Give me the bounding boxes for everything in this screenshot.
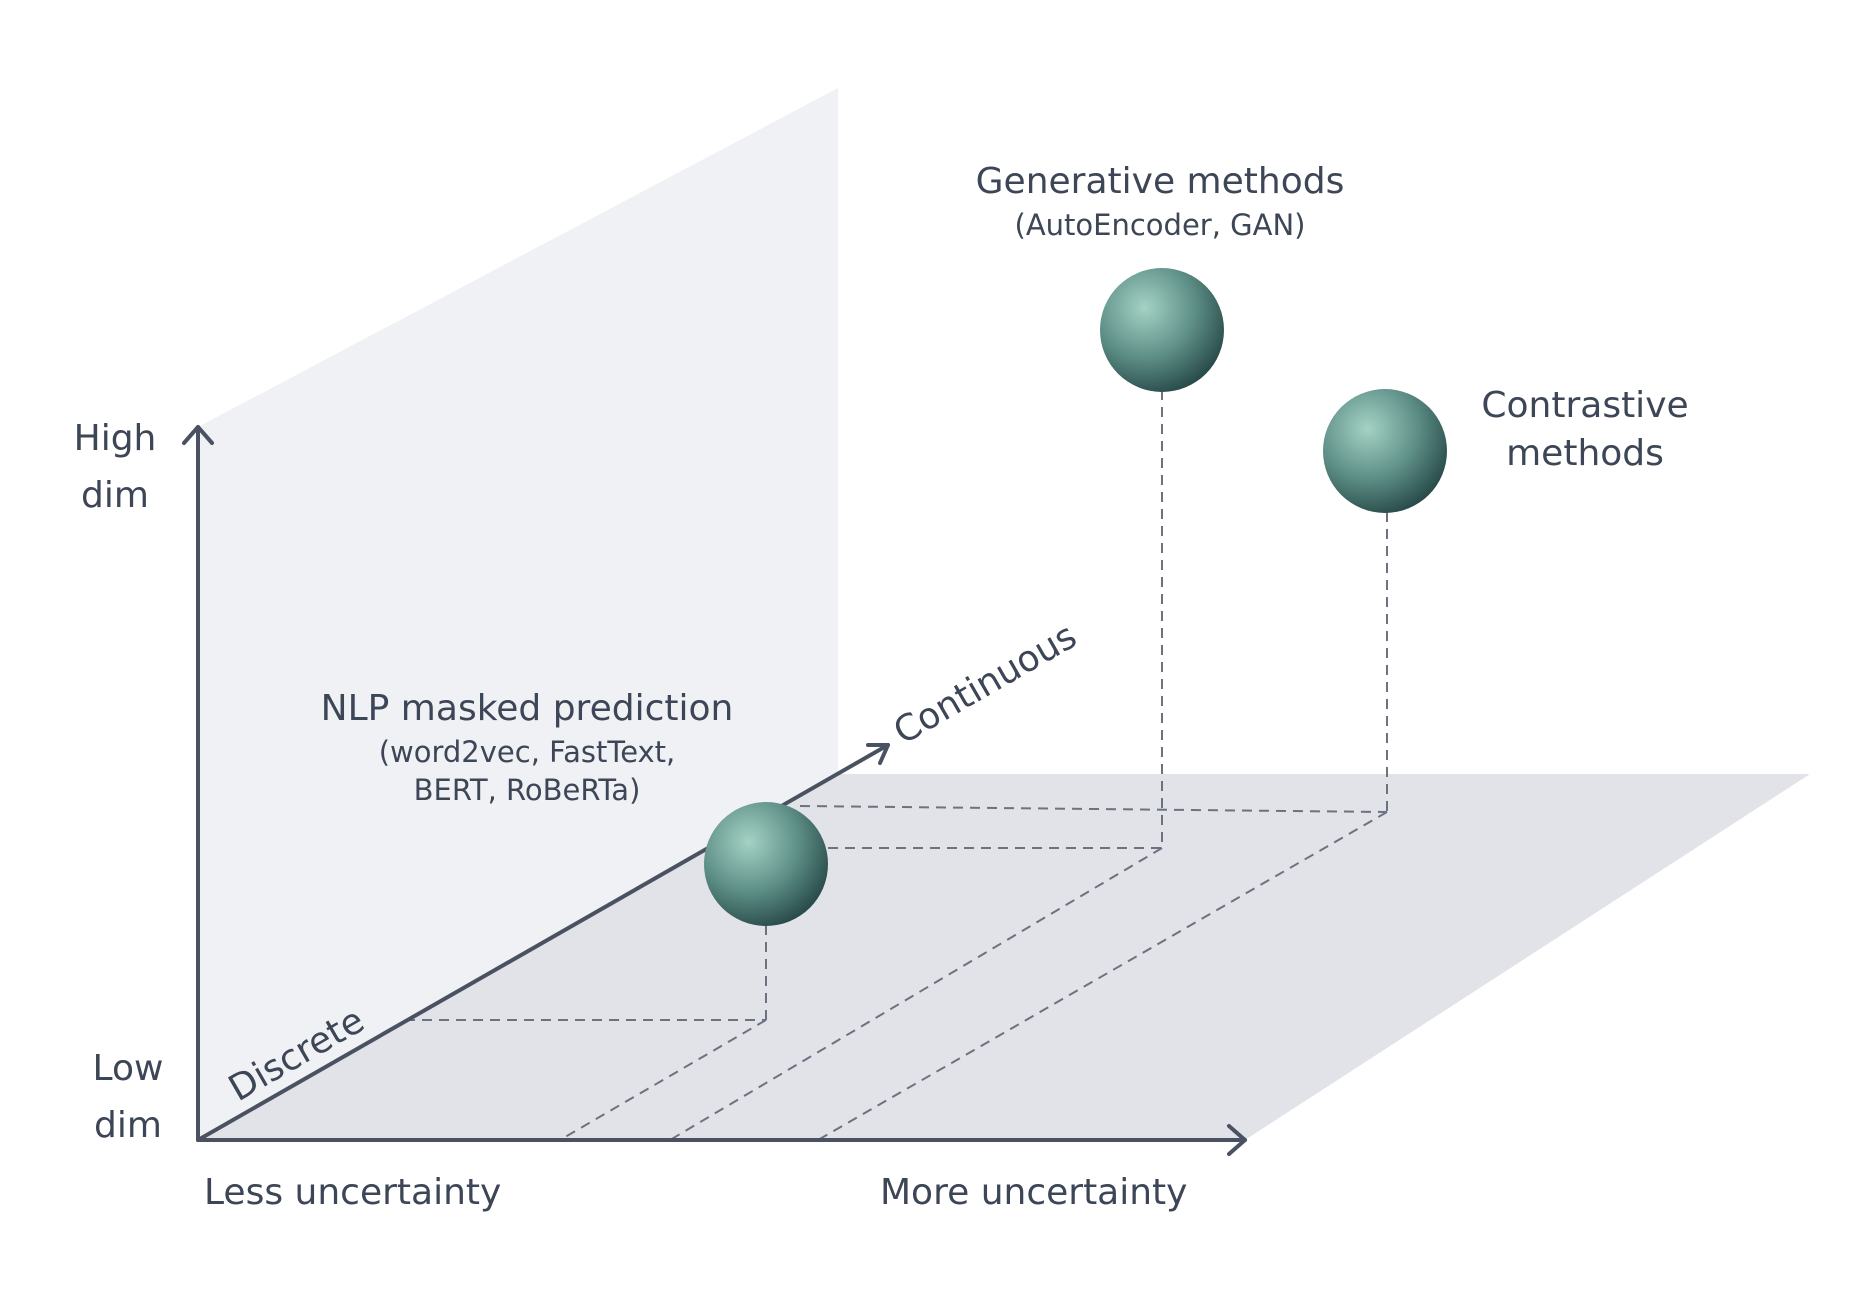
low-dim-label-line1: Low <box>93 1048 164 1089</box>
nlp-title: NLP masked prediction <box>321 688 734 729</box>
less-uncertainty-label: Less uncertainty <box>204 1172 501 1213</box>
low-dim-label-line2: dim <box>94 1105 162 1146</box>
generative-detail-line1: (AutoEncoder, GAN) <box>1015 208 1306 242</box>
nlp-detail-line2: BERT, RoBeRTa) <box>414 773 641 807</box>
back-plane <box>198 88 838 1140</box>
generative-sphere <box>1100 268 1224 392</box>
horizontal-arrow-head-icon <box>1227 1124 1247 1156</box>
high-dim-label-line1: High <box>74 418 157 459</box>
more-uncertainty-label: More uncertainty <box>880 1172 1187 1213</box>
floor-plane <box>198 774 1810 1140</box>
contrastive-z-line <box>817 811 1388 1141</box>
generative-z-line <box>669 847 1163 1141</box>
vertical-arrow-head-icon <box>182 425 214 445</box>
generative-title: Generative methods <box>976 161 1345 202</box>
contrastive-title-line2: methods <box>1506 433 1664 474</box>
nlp-detail-line1: (word2vec, FastText, <box>379 735 676 769</box>
depth-arrow-head-icon <box>866 743 890 765</box>
contrastive-x-line <box>799 805 1388 813</box>
nlp-z-line <box>559 1019 767 1141</box>
high-dim-label-line2: dim <box>81 475 149 516</box>
nlp-sphere <box>704 802 828 926</box>
contrastive-title-line1: Contrastive <box>1481 385 1688 426</box>
projection-lines <box>405 390 1388 1141</box>
continuous-label: Continuous <box>887 616 1084 753</box>
contrastive-sphere <box>1323 389 1447 513</box>
